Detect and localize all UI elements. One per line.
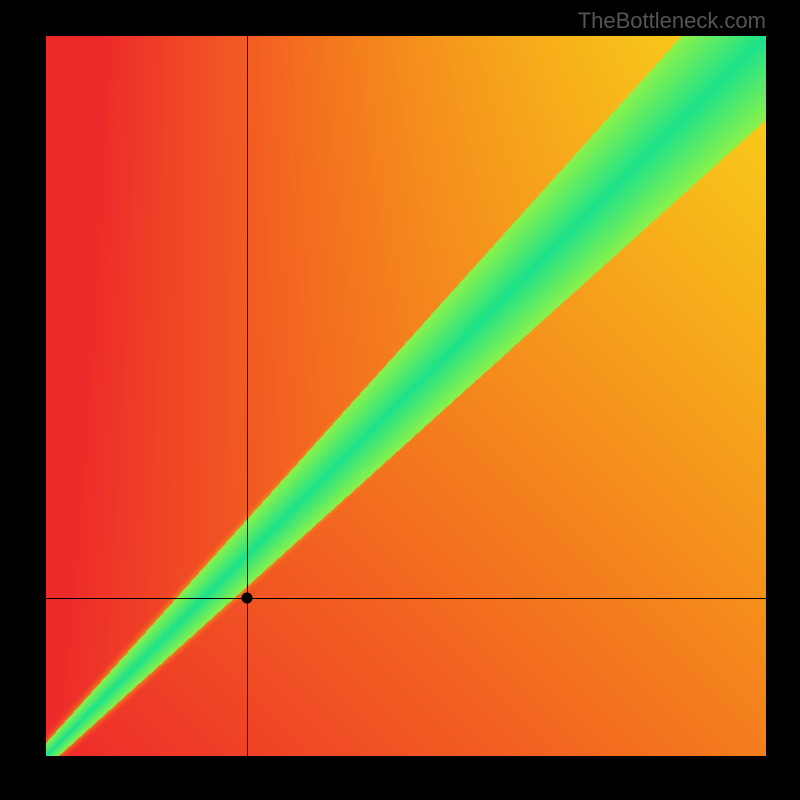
plot-area — [46, 36, 766, 756]
data-point-marker — [242, 593, 253, 604]
figure-container: TheBottleneck.com — [0, 0, 800, 800]
crosshair-horizontal — [46, 598, 766, 599]
crosshair-vertical — [247, 36, 248, 756]
heatmap-canvas — [46, 36, 766, 756]
watermark-text: TheBottleneck.com — [578, 8, 766, 34]
